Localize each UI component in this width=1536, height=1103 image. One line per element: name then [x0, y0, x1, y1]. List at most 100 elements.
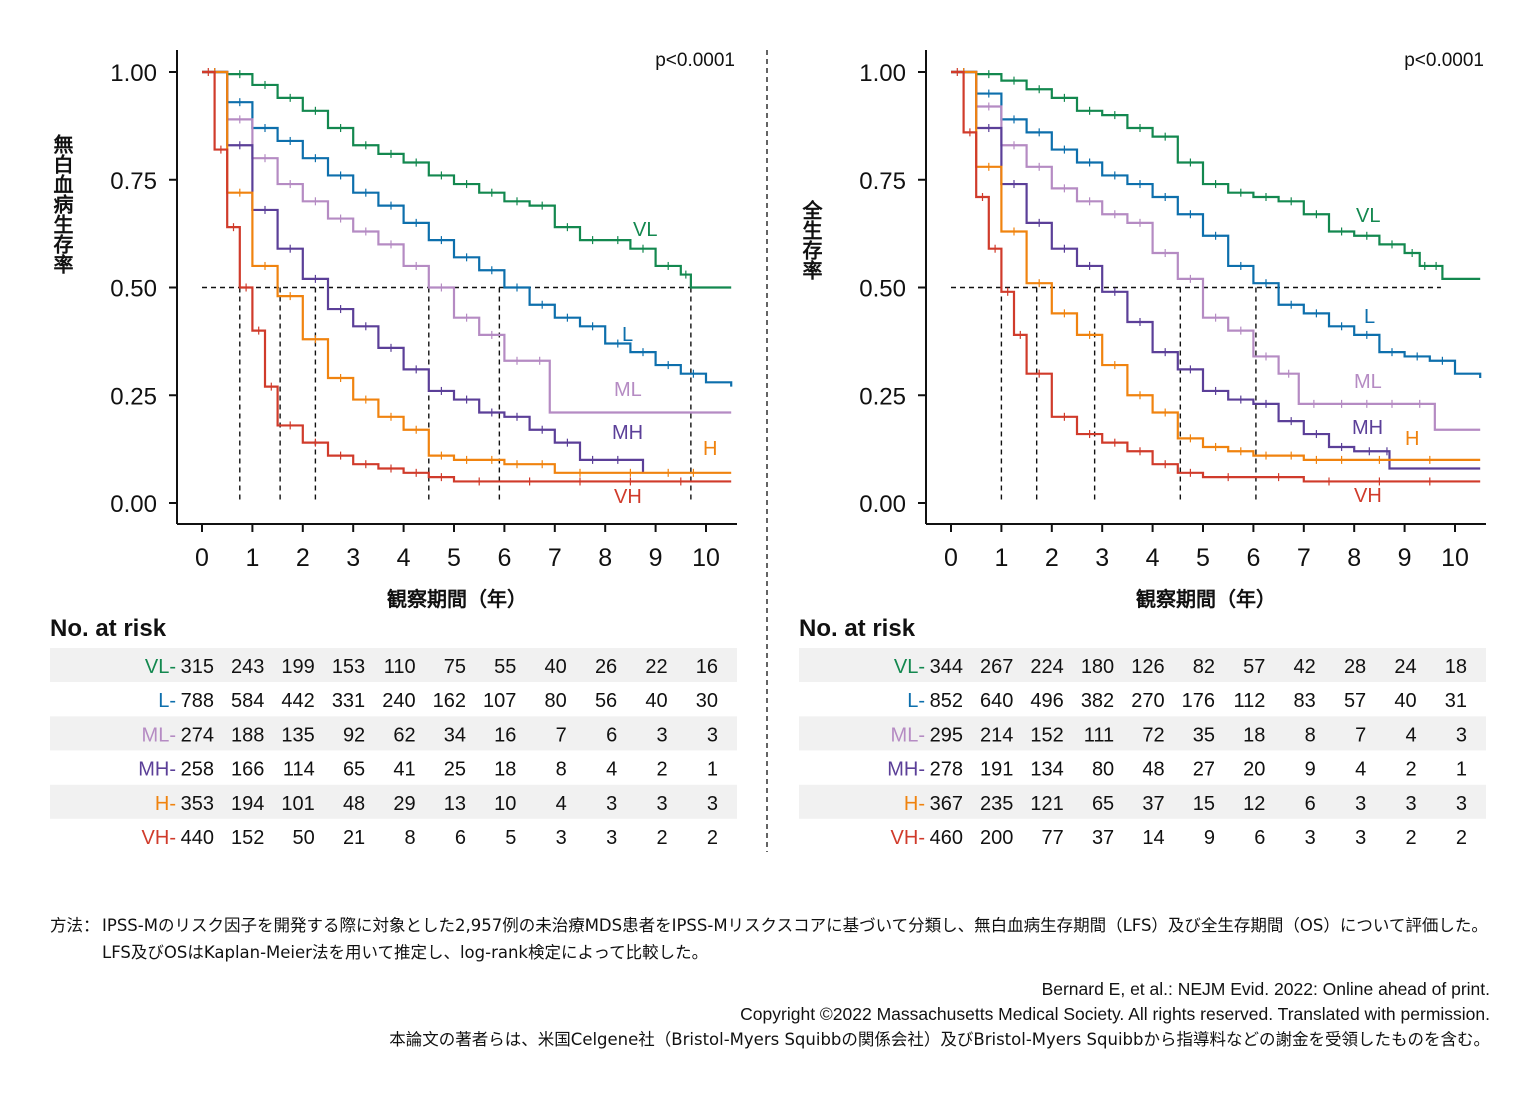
x-tick-label: 10: [1441, 544, 1469, 572]
x-tick-label: 3: [1095, 544, 1109, 572]
series-label-mh: MH: [1352, 417, 1383, 439]
risk-row-label: L-: [907, 690, 925, 712]
curve-vl: [951, 70, 1481, 280]
risk-value: 107: [483, 690, 516, 712]
series-label-l: L: [1364, 306, 1375, 328]
risk-value: 3: [1405, 793, 1416, 815]
censor-marks-ml: [214, 68, 541, 365]
risk-value: 18: [494, 759, 516, 781]
risk-value: 22: [645, 656, 667, 678]
risk-value: 166: [231, 759, 264, 781]
risk-row-h: H- 367 235 121 65 37 15 12 6 3 3 3: [904, 793, 1467, 815]
chart-panel-os: 0.000.250.500.751.000 1 2 3 4 5 6 7 8 9 10観察期間（年）全…: [799, 50, 1486, 849]
risk-value: 3: [707, 793, 718, 815]
x-tick-label: 6: [1246, 544, 1260, 572]
risk-value: 30: [696, 690, 718, 712]
risk-row-label: H-: [904, 793, 925, 815]
p-value: p<0.0001: [655, 50, 735, 71]
risk-value: 57: [1344, 690, 1366, 712]
kaplan-meier-figure: 0.000.250.500.751.000 1 2 3 4 5 6 7 8 9 10観察期間（年）無…: [50, 50, 1486, 852]
risk-value: 121: [1030, 793, 1063, 815]
risk-value: 224: [1030, 656, 1063, 678]
series-label-vh: VH: [614, 486, 642, 508]
risk-value: 10: [494, 793, 516, 815]
x-tick-label: 0: [944, 544, 958, 572]
x-tick-label: 7: [548, 544, 562, 572]
risk-value: 3: [656, 793, 667, 815]
risk-value: 6: [455, 827, 466, 849]
risk-value: 460: [930, 827, 963, 849]
risk-value: 3: [606, 827, 617, 849]
risk-row-label: MH-: [887, 759, 925, 781]
y-tick-label: 0.25: [110, 383, 157, 410]
risk-value: 75: [444, 656, 466, 678]
risk-row-label: VL-: [145, 656, 176, 678]
risk-value: 57: [1243, 656, 1265, 678]
risk-value: 16: [696, 656, 718, 678]
x-tick-label: 4: [1146, 544, 1160, 572]
risk-value: 6: [606, 724, 617, 746]
risk-value: 214: [980, 724, 1013, 746]
risk-value: 6: [1305, 793, 1316, 815]
x-tick-label: 4: [397, 544, 411, 572]
risk-value: 13: [444, 793, 466, 815]
y-tick-label: 0.75: [110, 168, 157, 195]
risk-value: 2: [1405, 827, 1416, 849]
series-label-h: H: [703, 438, 717, 460]
risk-table-title: No. at risk: [799, 615, 916, 642]
credits: Bernard E, et al.: NEJM Evid. 2022: Onli…: [50, 977, 1490, 1052]
risk-value: 65: [343, 759, 365, 781]
risk-value: 331: [332, 690, 365, 712]
risk-value: 2: [656, 759, 667, 781]
y-axis-label: 全生存率: [799, 199, 823, 281]
risk-value: 9: [1204, 827, 1215, 849]
curve-ml: [202, 70, 732, 414]
risk-value: 48: [1142, 759, 1164, 781]
curve-h: [951, 70, 1481, 461]
censor-marks-vh: [207, 68, 682, 486]
risk-value: 344: [930, 656, 963, 678]
risk-value: 92: [343, 724, 365, 746]
risk-value: 37: [1092, 827, 1114, 849]
risk-value: 640: [980, 690, 1013, 712]
risk-value: 191: [980, 759, 1013, 781]
censor-marks-vl: [962, 68, 1437, 270]
risk-row-label: H-: [155, 793, 176, 815]
risk-value: 194: [231, 793, 264, 815]
risk-value: 56: [595, 690, 617, 712]
censor-marks-vh: [956, 68, 1431, 486]
risk-value: 41: [393, 759, 415, 781]
x-tick-label: 1: [245, 544, 259, 572]
risk-row-band: [799, 716, 1486, 751]
risk-value: 3: [1355, 793, 1366, 815]
risk-row-label: VH-: [142, 827, 176, 849]
y-tick-label: 0.50: [110, 276, 157, 303]
curve-vh: [202, 70, 732, 483]
risk-row-vl: VL- 344 267 224 180 126 82 57 42 28 24 18: [894, 656, 1467, 678]
risk-value: 240: [382, 690, 415, 712]
risk-value: 135: [281, 724, 314, 746]
risk-row-l: L- 852 640 496 382 270 176 112 83 57 40 31: [907, 690, 1467, 712]
curve-l: [951, 70, 1482, 379]
risk-value: 8: [556, 759, 567, 781]
risk-value: 2: [707, 827, 718, 849]
censor-marks-ml: [962, 68, 1421, 408]
risk-value: 82: [1193, 656, 1215, 678]
risk-value: 6: [1254, 827, 1265, 849]
risk-value: 24: [1394, 656, 1416, 678]
risk-value: 4: [606, 759, 617, 781]
risk-value: 278: [930, 759, 963, 781]
risk-row-l: L- 788 584 442 331 240 162 107 80 56 40 30: [158, 690, 718, 712]
risk-value: 1: [707, 759, 718, 781]
risk-value: 152: [231, 827, 264, 849]
risk-value: 48: [343, 793, 365, 815]
risk-value: 3: [1355, 827, 1366, 849]
x-tick-label: 5: [447, 544, 461, 572]
risk-value: 3: [1456, 793, 1467, 815]
series-label-mh: MH: [612, 422, 643, 444]
disclosure: 本論文の著者らは、米国Celgene社（Bristol-Myers Squibb…: [389, 1030, 1490, 1049]
risk-value: 21: [343, 827, 365, 849]
curve-ml: [951, 70, 1481, 431]
risk-value: 200: [980, 827, 1013, 849]
